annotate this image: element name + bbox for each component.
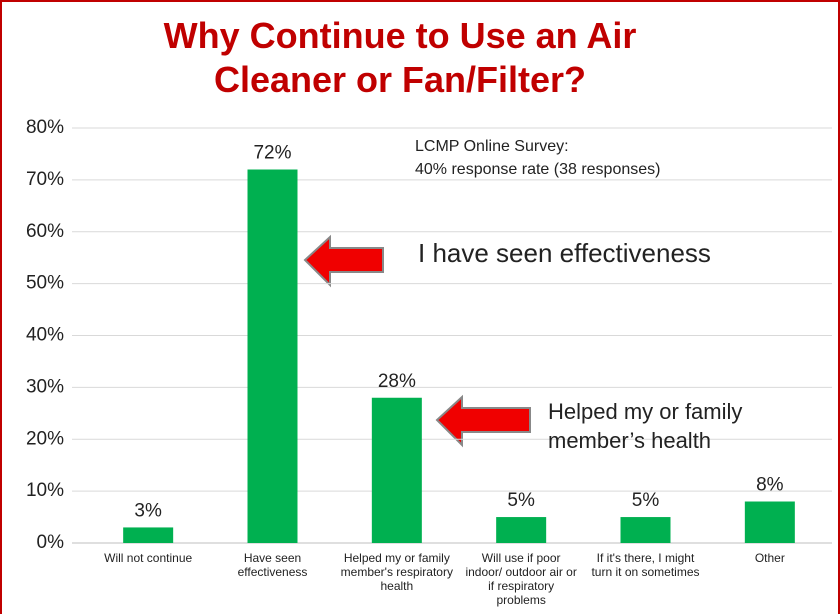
arrow — [435, 394, 531, 448]
arrow — [303, 234, 384, 288]
annotation: I have seen effectiveness — [418, 238, 711, 268]
value-label: 72% — [253, 143, 291, 164]
y-tick-label: 60% — [26, 221, 64, 242]
y-tick-label: 50% — [26, 273, 64, 294]
value-label: 28% — [378, 371, 416, 392]
y-tick-label: 70% — [26, 169, 64, 190]
value-label: 5% — [507, 490, 535, 511]
x-tick-label: Have seen effectiveness — [237, 551, 308, 579]
bar — [744, 501, 795, 543]
chart-title: Why Continue to Use an Air Cleaner or Fa… — [163, 15, 637, 100]
y-tick-label: 80% — [26, 117, 64, 138]
x-tick-label: If it's there, I might turn it on someti… — [591, 551, 700, 579]
y-tick-label: 0% — [37, 532, 65, 553]
annotation: LCMP Online Survey: — [415, 138, 569, 155]
x-tick-label: Helped my or family member's respiratory… — [340, 551, 453, 593]
bar — [247, 169, 298, 543]
annotation: member’s health — [548, 428, 711, 453]
bar — [620, 517, 671, 543]
y-tick-label: 30% — [26, 376, 64, 397]
value-label: 3% — [134, 500, 162, 521]
x-tick-label: Other — [754, 551, 785, 565]
bar — [371, 397, 422, 543]
x-tick-label: Will not continue — [104, 551, 193, 565]
bar — [496, 517, 547, 543]
y-tick-label: 10% — [26, 480, 64, 501]
value-label: 8% — [756, 475, 784, 496]
annotation: 40% response rate (38 responses) — [415, 161, 660, 178]
annotation: Helped my or family — [548, 399, 742, 424]
bar — [123, 527, 174, 543]
y-tick-label: 20% — [26, 428, 64, 449]
value-label: 5% — [632, 490, 660, 511]
y-tick-label: 40% — [26, 325, 64, 346]
x-tick-label: Will use if poor indoor/ outdoor air or … — [465, 551, 577, 607]
